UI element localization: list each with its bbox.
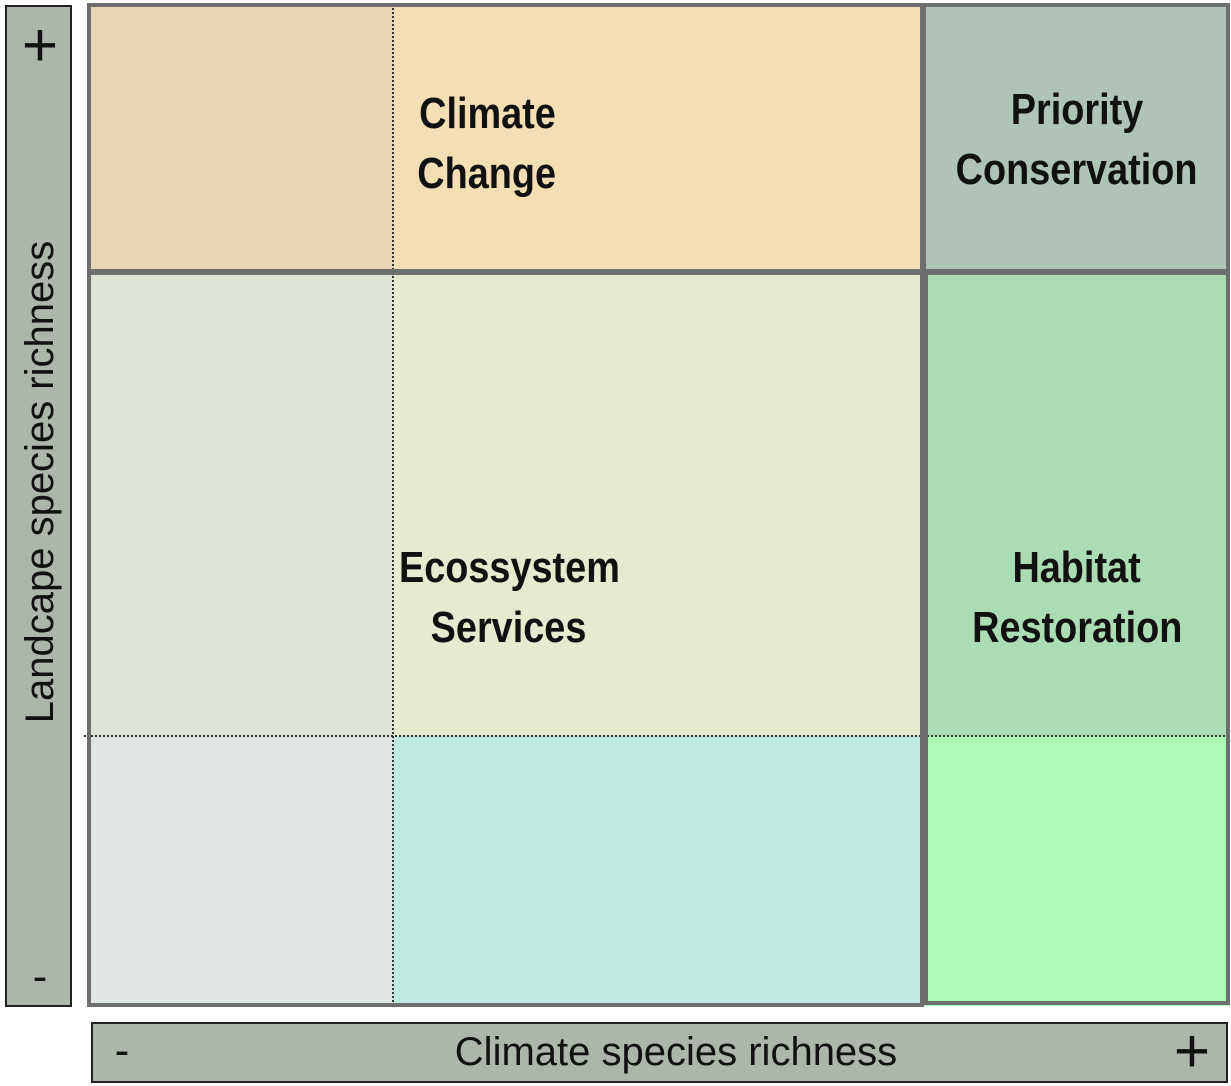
x-axis-bar: - Climate species richness + bbox=[91, 1017, 1228, 1086]
label-priority-conservation-line1: Priority bbox=[1010, 85, 1144, 134]
cell-bottom-left bbox=[88, 736, 393, 1006]
label-habitat-restoration: Habitat Restoration bbox=[927, 537, 1227, 659]
cell-ecosystem-left bbox=[88, 272, 393, 736]
horizontal-dotted-divider bbox=[84, 735, 1229, 737]
cell-habitat-upper bbox=[923, 272, 1229, 736]
cell-bottom-right bbox=[923, 736, 1229, 1006]
cell-climate-change-right bbox=[393, 4, 923, 272]
label-ecosystem-services-line2: Services bbox=[431, 603, 587, 652]
label-ecosystem-services-line1: Ecossystem bbox=[398, 543, 620, 592]
region-habitat-restoration bbox=[924, 271, 1230, 1005]
region-ecosystem-services bbox=[87, 271, 924, 1007]
vertical-dotted-divider bbox=[392, 4, 394, 1006]
x-axis-minus: - bbox=[114, 1026, 130, 1075]
label-priority-conservation: Priority Conservation bbox=[927, 79, 1227, 201]
x-axis-title: Climate species richness bbox=[454, 1030, 898, 1074]
y-axis-minus: - bbox=[32, 952, 48, 1001]
y-axis-title: Landcape species richness bbox=[18, 240, 62, 724]
y-axis-bar: + Landcape species richness - bbox=[5, 5, 72, 1007]
y-axis-plus: + bbox=[21, 11, 59, 80]
label-priority-conservation-line2: Conservation bbox=[956, 145, 1198, 194]
label-habitat-restoration-line1: Habitat bbox=[1012, 543, 1142, 592]
label-climate-change-line2: Change bbox=[417, 149, 557, 198]
cell-climate-change-left bbox=[88, 4, 393, 272]
label-ecosystem-services: Ecossystem Services bbox=[369, 537, 649, 659]
label-habitat-restoration-line2: Restoration bbox=[971, 603, 1183, 652]
x-axis-plus: + bbox=[1173, 1017, 1211, 1086]
label-climate-change-line1: Climate bbox=[418, 89, 556, 138]
cell-ecosystem-right bbox=[393, 272, 923, 736]
cell-priority-conservation bbox=[923, 4, 1229, 272]
label-climate-change: Climate Change bbox=[387, 83, 587, 205]
cell-bottom-middle bbox=[393, 736, 923, 1006]
